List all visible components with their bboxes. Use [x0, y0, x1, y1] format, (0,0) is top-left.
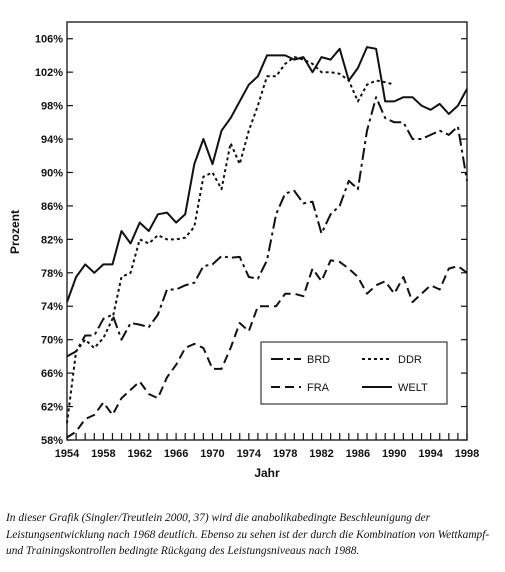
x-axis-ticks: 1954 1958 1962 1966 1970 1974 1978 1982 1986 1990…	[55, 433, 479, 460]
x-tick-label: 1966	[164, 448, 188, 460]
y-tick-label: 98%	[41, 101, 63, 113]
x-tick-label: 1982	[309, 448, 333, 460]
series-line-welt	[66, 46, 468, 303]
legend: BRD DDR FRA WELT	[260, 341, 448, 405]
series-line-ddr	[66, 56, 395, 424]
series-lines	[66, 46, 468, 439]
y-tick-label: 94%	[41, 134, 63, 146]
y-tick-label: 74%	[41, 301, 63, 313]
x-tick-label: 1978	[273, 448, 297, 460]
y-tick-label: 58%	[41, 435, 63, 447]
y-tick-label: 82%	[41, 234, 63, 246]
line-chart: 58% 62% 66% 70% 74% 78% 82% 86% 90% 94% 98% 102% 106…	[8, 21, 479, 480]
legend-label-ddr: DDR	[398, 354, 422, 366]
x-tick-label: 1974	[237, 448, 262, 460]
x-tick-label: 1970	[200, 448, 224, 460]
y-axis-ticks: 58% 62% 66% 70% 74% 78% 82% 86% 90% 94% 98% 102% 106…	[35, 34, 467, 447]
x-tick-label: 1954	[55, 448, 80, 460]
x-tick-label: 1962	[127, 448, 151, 460]
x-tick-label: 1958	[91, 448, 115, 460]
y-tick-label: 62%	[41, 402, 63, 414]
y-tick-label: 106%	[35, 34, 63, 46]
legend-label-welt: WELT	[398, 382, 428, 394]
x-axis-label: Jahr	[254, 466, 280, 480]
x-tick-label: 1986	[346, 448, 370, 460]
series-line-fra	[66, 259, 468, 439]
y-tick-label: 78%	[41, 268, 63, 280]
y-axis-label: Prozent	[8, 210, 22, 254]
x-tick-label: 1998	[455, 448, 479, 460]
y-tick-label: 70%	[41, 335, 63, 347]
legend-label-brd: BRD	[307, 354, 330, 366]
y-tick-label: 90%	[41, 167, 63, 179]
y-tick-label: 102%	[35, 67, 63, 79]
y-tick-label: 86%	[41, 201, 63, 213]
legend-label-fra: FRA	[307, 382, 330, 394]
legend-box	[260, 341, 448, 405]
x-tick-label: 1994	[418, 448, 443, 460]
x-tick-label: 1990	[382, 448, 406, 460]
y-tick-label: 66%	[41, 368, 63, 380]
figure-caption: In dieser Grafik (Singler/Treutlein 2000…	[6, 512, 490, 557]
series-line-brd	[66, 96, 468, 358]
